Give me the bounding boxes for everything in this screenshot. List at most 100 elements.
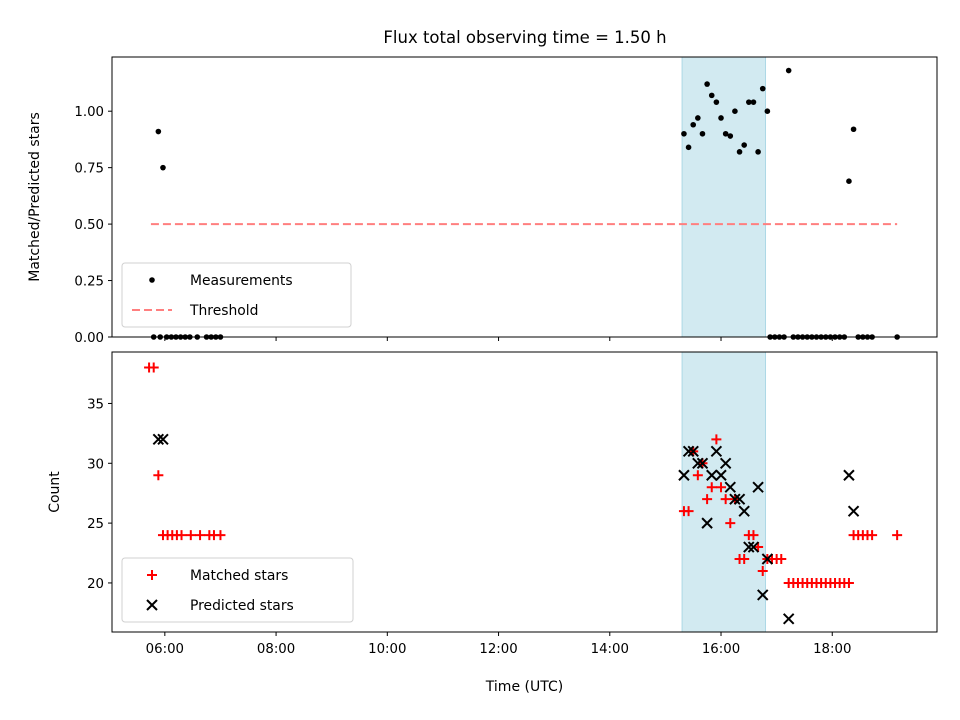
data-point xyxy=(718,115,724,121)
data-point xyxy=(720,494,731,505)
data-point xyxy=(708,92,715,99)
legend-box xyxy=(121,262,352,328)
y-tick-label: 1.00 xyxy=(74,105,104,120)
y-tick-label: 30 xyxy=(87,457,104,472)
data-point xyxy=(195,530,206,541)
data-point xyxy=(725,518,736,529)
data-point xyxy=(715,469,727,481)
y-tick-label: 0.50 xyxy=(74,218,104,233)
data-point xyxy=(146,599,158,611)
data-point xyxy=(867,530,878,541)
data-point xyxy=(185,530,196,541)
x-tick-label: 06:00 xyxy=(146,642,184,657)
data-point xyxy=(711,434,722,445)
data-marks xyxy=(144,362,903,625)
data-point xyxy=(733,493,746,505)
data-point xyxy=(681,130,687,137)
data-point xyxy=(746,99,752,105)
data-point xyxy=(147,570,157,580)
y-axis-ticks: 0.00 0.25 0.50 0.75 1.00 xyxy=(74,105,112,346)
y-tick-label: 35 xyxy=(87,397,104,412)
data-point xyxy=(847,505,860,517)
data-point xyxy=(701,517,713,529)
x-tick-label: 12:00 xyxy=(479,642,517,657)
data-point xyxy=(736,149,743,155)
data-point xyxy=(690,121,697,128)
legend-label: Matched stars xyxy=(190,568,288,584)
data-point xyxy=(215,530,226,541)
data-point xyxy=(741,142,747,148)
data-point xyxy=(748,530,759,541)
chart-title: Flux total observing time = 1.50 h xyxy=(383,28,666,47)
y-tick-label: 0.75 xyxy=(74,162,104,177)
data-point xyxy=(706,469,718,481)
x-tick-label: 18:00 xyxy=(813,642,851,657)
data-point xyxy=(152,433,165,446)
data-point xyxy=(155,128,162,135)
data-point xyxy=(785,67,792,74)
x-tick-label: 14:00 xyxy=(591,642,629,657)
data-point xyxy=(782,613,795,625)
y-axis-label: Matched/Predicted stars xyxy=(27,112,43,282)
legend: Matched stars Predicted stars xyxy=(121,557,354,623)
x-axis-label: Time (UTC) xyxy=(485,679,563,695)
data-point xyxy=(153,470,164,481)
y-tick-label: 25 xyxy=(87,517,104,532)
observing-window-shade xyxy=(681,56,767,338)
y-tick-label: 20 xyxy=(87,577,104,592)
y-axis-ticks: 20 25 30 35 xyxy=(87,397,112,592)
axes-frame xyxy=(111,56,938,338)
data-point xyxy=(747,541,760,553)
data-point xyxy=(702,494,713,505)
data-point xyxy=(761,553,774,565)
data-point xyxy=(699,130,706,137)
data-point xyxy=(696,457,709,469)
data-point xyxy=(764,108,771,114)
data-point xyxy=(704,81,710,87)
y-axis-label: Count xyxy=(47,471,63,513)
data-point xyxy=(843,577,854,588)
data-point xyxy=(724,481,736,493)
data-point xyxy=(727,133,734,139)
data-point xyxy=(176,530,187,541)
data-point xyxy=(892,530,903,541)
data-point xyxy=(716,482,727,493)
data-point xyxy=(750,99,757,105)
y-tick-label: 0.00 xyxy=(74,331,104,346)
x-tick-label: 16:00 xyxy=(702,642,740,657)
data-point xyxy=(757,565,768,576)
data-point xyxy=(843,469,855,481)
y-tick-label: 0.25 xyxy=(74,275,104,290)
data-point xyxy=(722,130,729,137)
data-point xyxy=(757,589,769,601)
axes-frame xyxy=(111,351,938,633)
legend: Measurements Threshold xyxy=(121,262,352,328)
data-point xyxy=(682,445,695,458)
x-axis-ticks: 06:00 08:00 10:00 12:00 14:00 16:00 18:00 xyxy=(146,632,851,657)
legend-label: Measurements xyxy=(190,273,293,289)
data-point xyxy=(692,470,703,481)
data-point xyxy=(149,277,155,283)
data-point xyxy=(713,99,720,105)
data-point xyxy=(776,554,787,565)
data-point xyxy=(738,505,750,517)
legend-label: Predicted stars xyxy=(190,598,294,614)
data-point xyxy=(706,482,717,493)
count-panel: 20 25 30 35 06:00 08:00 10:00 12:00 14:00 16:00 1… xyxy=(47,351,938,695)
data-point xyxy=(752,481,764,493)
data-point xyxy=(683,506,694,517)
data-point xyxy=(732,108,738,114)
data-point xyxy=(850,126,857,133)
data-point xyxy=(695,115,701,121)
data-point xyxy=(148,362,159,373)
data-point xyxy=(759,85,766,92)
data-point xyxy=(846,178,852,184)
data-point xyxy=(687,445,699,458)
data-point xyxy=(755,149,761,155)
data-point xyxy=(160,164,166,171)
data-point xyxy=(685,144,692,151)
data-point xyxy=(157,433,169,446)
data-point xyxy=(678,469,690,481)
data-point xyxy=(743,541,755,553)
